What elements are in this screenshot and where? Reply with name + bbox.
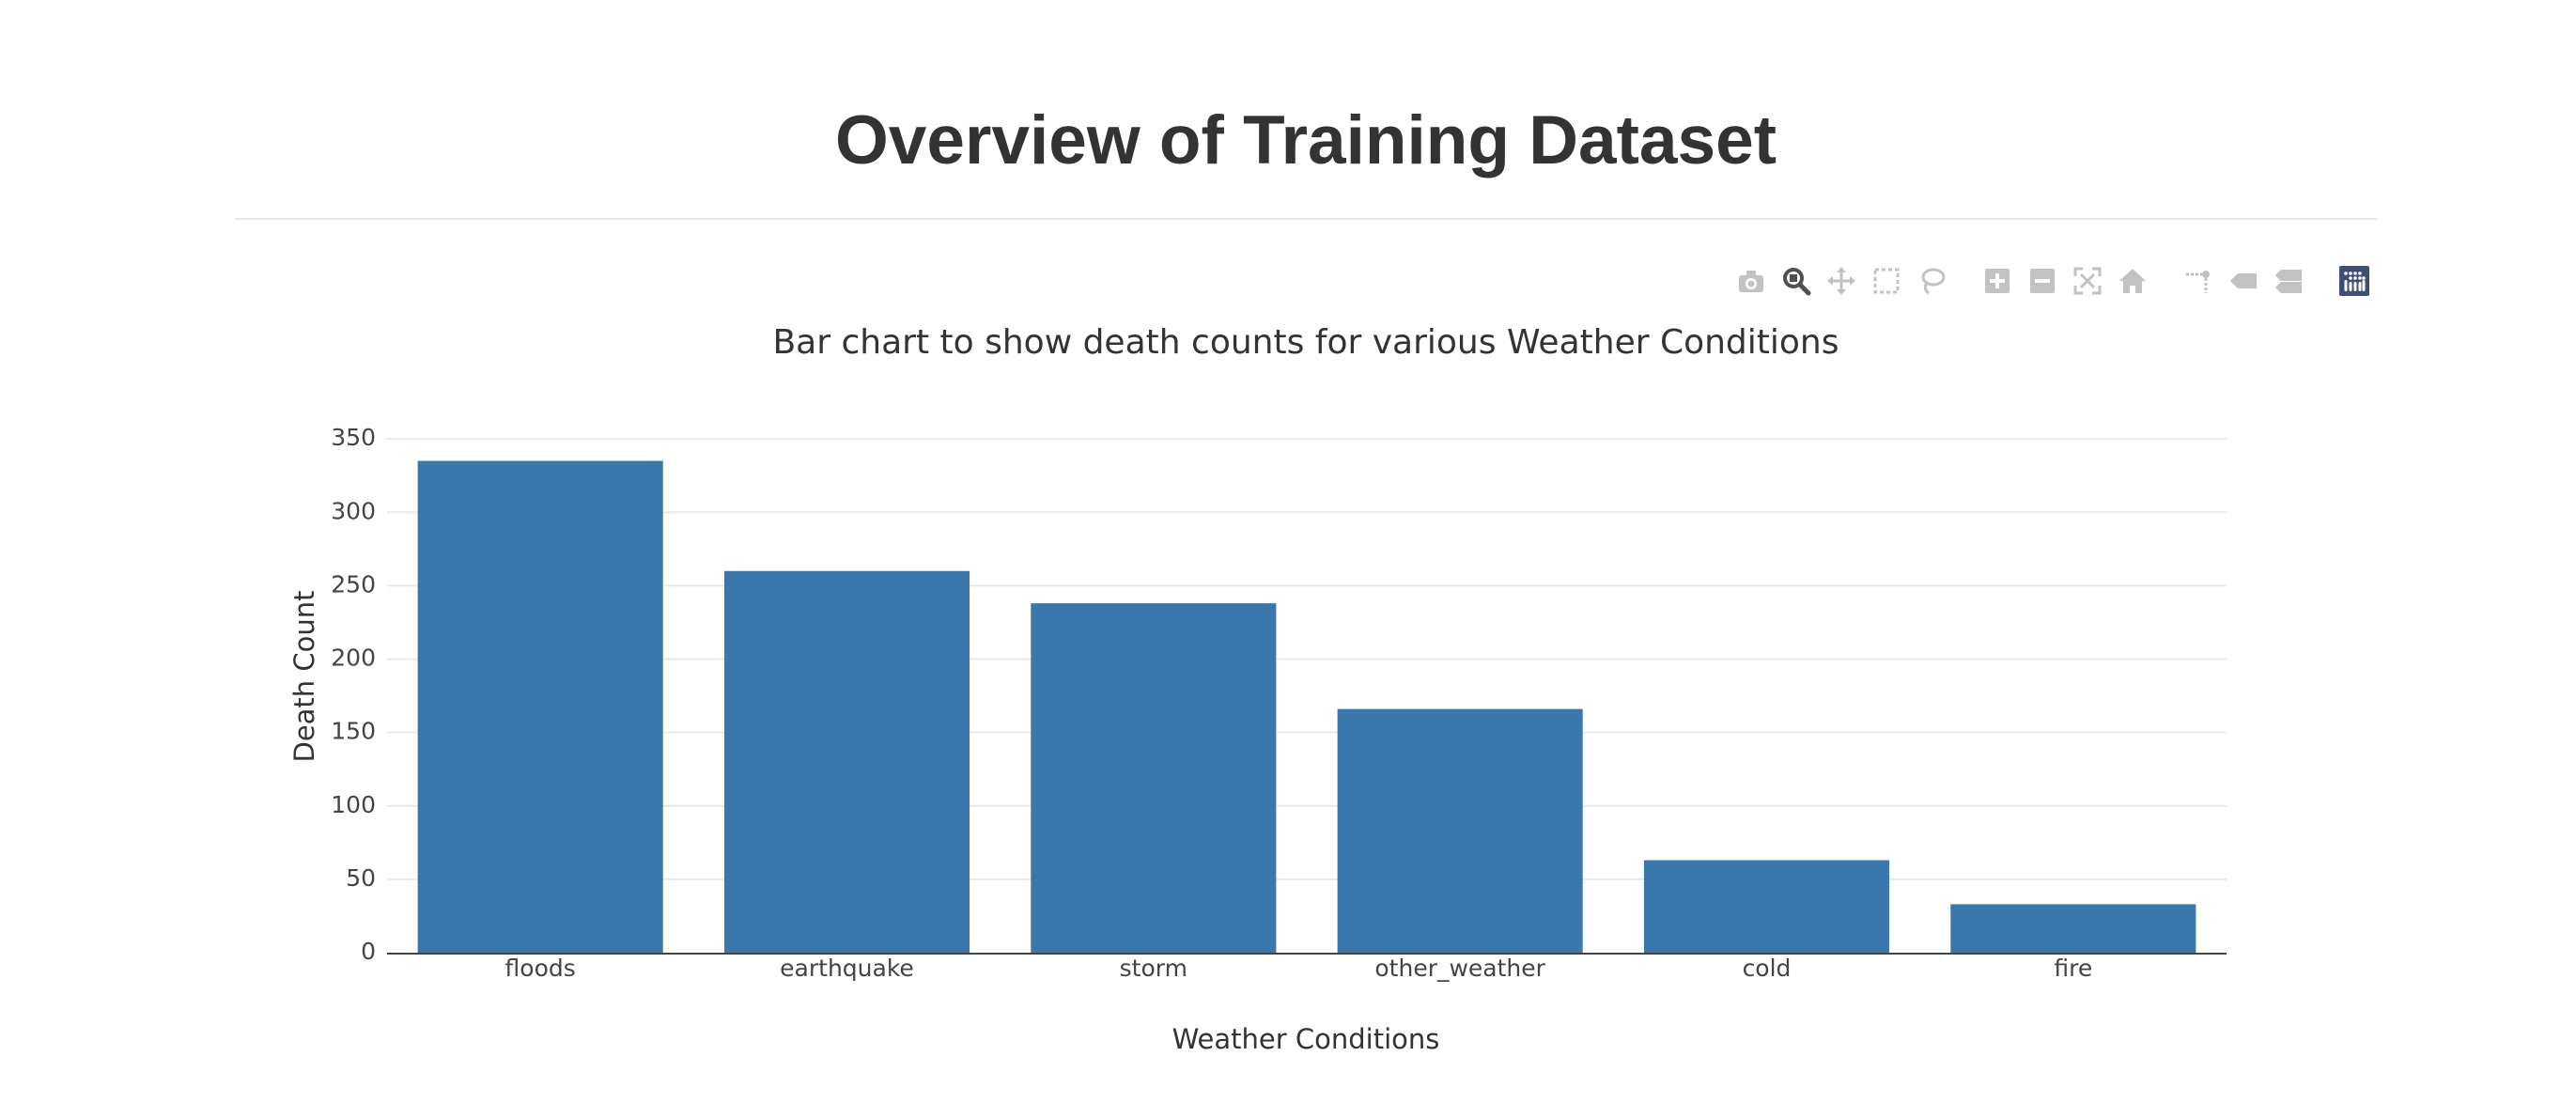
spike-lines-button[interactable] xyxy=(2180,262,2217,300)
zoom-button[interactable] xyxy=(1777,262,1815,300)
page-title: Overview of Training Dataset xyxy=(834,102,1777,179)
bar-chart[interactable]: 0 50 100 150 200 250 300 350 floods earthquake st… xyxy=(235,310,2377,1103)
bar-other_weather[interactable] xyxy=(1337,708,1583,953)
y-tick-label: 150 xyxy=(331,718,376,745)
lasso-select-button[interactable] xyxy=(1913,262,1950,300)
reset-axes-button[interactable] xyxy=(2114,262,2151,300)
y-tick-label: 350 xyxy=(331,424,376,451)
x-tick-label: other_weather xyxy=(1374,955,1545,982)
x-tick-label: fire xyxy=(2054,955,2092,982)
bar-cold[interactable] xyxy=(1643,860,1890,953)
chart-container: 0 50 100 150 200 250 300 350 floods earthquake st… xyxy=(235,310,2377,1103)
hover-closest-button[interactable] xyxy=(2225,262,2262,300)
x-axis-title: Weather Conditions xyxy=(1172,1023,1440,1055)
y-tick-label: 250 xyxy=(331,570,376,598)
modebar-group-4 xyxy=(2332,262,2377,300)
bar-earthquake[interactable] xyxy=(723,570,970,953)
box-select-icon xyxy=(1873,268,1900,294)
zoom-out-button[interactable] xyxy=(2024,262,2061,300)
zoom-in-icon xyxy=(1985,269,2010,293)
hover-closest-icon xyxy=(2230,273,2257,288)
y-tick-labels: 0 50 100 150 200 250 300 350 xyxy=(331,424,376,965)
gridlines xyxy=(387,438,2227,880)
bars xyxy=(417,460,2196,953)
y-axis-title: Death Count xyxy=(288,590,320,762)
pan-button[interactable] xyxy=(1823,262,1860,300)
y-tick-label: 300 xyxy=(331,497,376,524)
hover-compare-button[interactable] xyxy=(2270,262,2307,300)
y-tick-label: 100 xyxy=(331,791,376,818)
camera-icon xyxy=(1739,271,1763,292)
modebar-group-1 xyxy=(1729,262,1954,300)
modebar-group-2 xyxy=(1975,262,2155,300)
y-tick-label: 0 xyxy=(361,938,376,965)
x-tick-label: storm xyxy=(1120,955,1187,982)
pan-icon xyxy=(1827,267,1855,295)
plotly-logo-icon xyxy=(2339,266,2369,296)
plotly-logo-button[interactable] xyxy=(2335,262,2373,300)
chart-title: Bar chart to show death counts for vario… xyxy=(772,323,1839,362)
x-tick-label: earthquake xyxy=(780,955,914,982)
box-select-button[interactable] xyxy=(1868,262,1905,300)
spike-lines-icon xyxy=(2186,271,2210,293)
modebar-group-3 xyxy=(2176,262,2311,300)
autoscale-icon xyxy=(2073,267,2102,295)
camera-button[interactable] xyxy=(1732,262,1770,300)
zoom-icon xyxy=(1783,268,1811,296)
chart-modebar xyxy=(1729,261,2377,301)
x-tick-labels: floods earthquake storm other_weather cold fi… xyxy=(505,955,2093,982)
y-tick-label: 200 xyxy=(331,645,376,672)
bar-fire[interactable] xyxy=(1950,904,2196,953)
zoom-out-icon xyxy=(2030,269,2055,293)
bar-floods[interactable] xyxy=(417,460,663,953)
x-tick-label: cold xyxy=(1743,955,1792,982)
zoom-in-button[interactable] xyxy=(1979,262,2016,300)
hover-compare-icon xyxy=(2275,270,2302,293)
page-header: Overview of Training Dataset xyxy=(235,0,2377,220)
autoscale-button[interactable] xyxy=(2069,262,2106,300)
lasso-select-icon xyxy=(1921,268,1946,295)
bar-storm[interactable] xyxy=(1031,603,1277,953)
reset-axes-icon xyxy=(2119,269,2146,293)
x-tick-label: floods xyxy=(505,955,576,982)
y-tick-label: 50 xyxy=(346,864,376,892)
